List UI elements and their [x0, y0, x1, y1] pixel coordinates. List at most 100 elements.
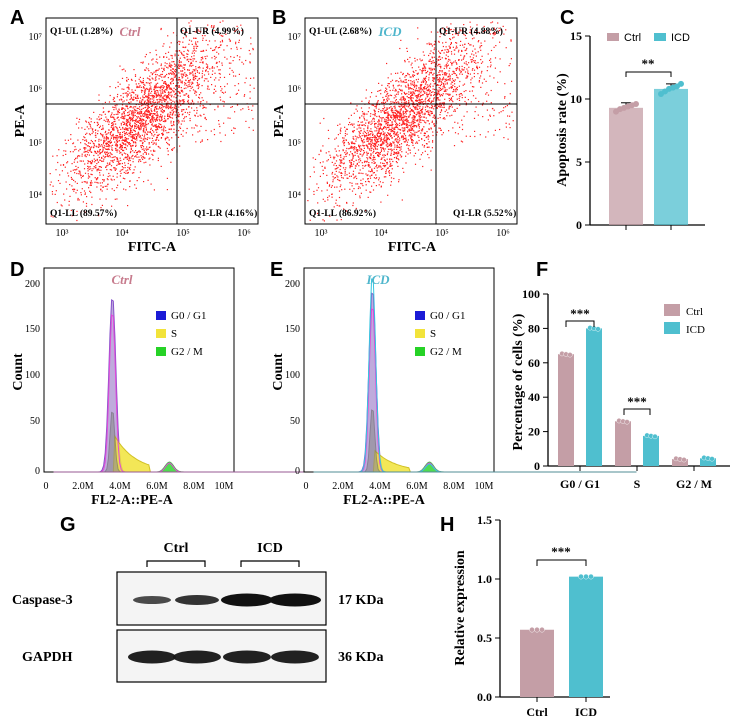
flow-a-ll: Q1-LL (89.57%)	[50, 208, 117, 219]
chart-f-cell-cycle: Percentage of cells (%) 0 20 40 60 80 100 G0 …	[511, 287, 730, 491]
panel-letter-c: C	[560, 7, 574, 29]
chart-c-legend-icd-swatch	[654, 33, 666, 41]
cc-e-title: ICD	[365, 272, 390, 287]
caspase3-band	[221, 593, 273, 607]
flow-a-title: Ctrl	[120, 24, 141, 39]
chart-c-ylabel: Apoptosis rate (%)	[555, 73, 570, 187]
fit-outline	[53, 314, 377, 473]
chart-h-ytick: 1.5	[477, 513, 492, 527]
chart-c-ytick: 15	[570, 29, 582, 43]
bar-ctrl	[520, 629, 554, 697]
flow-b-ytick: 10⁷	[288, 32, 302, 43]
chart-h-category: ICD	[575, 705, 597, 719]
bar-ctrl	[609, 107, 643, 225]
cc-e-legend-g0: G0 / G1	[430, 310, 465, 322]
flow-plot-b: ICD Q1-UL (2.68%) Q1-UR (4.88%) Q1-LL (8…	[272, 17, 518, 255]
cc-e-xtick: 4.0M	[369, 481, 391, 492]
chart-f-category: G2 / M	[676, 477, 712, 491]
blot-icd-label: ICD	[257, 541, 283, 556]
cc-d-xtick: 2.0M	[72, 481, 94, 492]
flow-a-xtick: 10⁶	[237, 228, 251, 239]
gapdh-band	[271, 650, 319, 664]
flow-a-xlabel: FITC-A	[128, 240, 177, 255]
cc-d-legend-g0: G0 / G1	[171, 310, 206, 322]
flow-b-ylabel: PE-A	[272, 104, 287, 138]
blot-row-gapdh: GAPDH	[22, 650, 73, 665]
chart-f-ytick: 80	[528, 321, 540, 335]
chart-h-category: Ctrl	[526, 705, 548, 719]
chart-h-relative-expression: Relative expression 0.0 0.5 1.0 1.5 Ctrl ICD…	[453, 513, 610, 719]
flow-b-xtick: 10⁵	[435, 228, 449, 239]
g0g1-peak	[53, 299, 377, 473]
chart-f-ytick: 60	[528, 356, 540, 370]
flow-b-xlabel: FITC-A	[388, 240, 437, 255]
cc-e-xtick: 6.0M	[406, 481, 428, 492]
flow-plot-a: Ctrl Q1-UL (1.28%) Q1-UR (4.99%) Q1-LL (…	[13, 17, 259, 255]
cc-e-ytick: 200	[285, 279, 300, 290]
cc-d-ylabel: Count	[11, 353, 26, 391]
chart-f-legend-icd: ICD	[686, 324, 705, 336]
cc-e-xtick: 0	[304, 481, 309, 492]
chart-c-apoptosis: Apoptosis rate (%) 0 5 10 15 Ctrl ICD **	[555, 29, 705, 232]
data-point	[534, 627, 540, 633]
chart-h-significance: ***	[551, 544, 571, 559]
flow-b-xtick: 10⁴	[374, 228, 388, 239]
chart-c-legend-ctrl: Ctrl	[624, 32, 641, 44]
panel-letter-a: A	[10, 7, 24, 29]
chart-c-legend-icd: ICD	[671, 32, 690, 44]
cc-e-legend-g2m: G2 / M	[430, 346, 462, 358]
chart-f-legend-ctrl: Ctrl	[686, 306, 703, 318]
caspase3-band	[269, 593, 321, 607]
chart-h-ylabel: Relative expression	[453, 550, 468, 665]
bar-icd	[586, 328, 602, 466]
flow-b-xtick: 10⁶	[496, 228, 510, 239]
chart-c-significance: **	[642, 56, 655, 71]
chart-h-ytick: 0.5	[477, 631, 492, 645]
flow-b-ytick: 10⁴	[288, 190, 302, 201]
debris	[313, 409, 637, 473]
chart-h-ytick: 0.0	[477, 690, 492, 704]
blot-ctrl-label: Ctrl	[164, 541, 189, 556]
cc-d-ytick: 50	[30, 416, 40, 427]
chart-h-ytick: 1.0	[477, 572, 492, 586]
panel-letter-h: H	[440, 514, 454, 536]
panel-letter-g: G	[60, 514, 76, 536]
cc-d-xlabel: FL2-A::PE-A	[91, 493, 174, 508]
western-blot: Ctrl ICD Caspase-3 GAPDH 17 KDa 36 KDa	[12, 541, 384, 683]
chart-f-ytick: 40	[528, 390, 540, 404]
bar-icd	[654, 88, 688, 225]
data-point	[583, 573, 589, 580]
cc-e-ylabel: Count	[271, 353, 286, 391]
chart-f-ytick: 100	[522, 287, 540, 301]
cc-d-title: Ctrl	[112, 272, 133, 287]
flow-b-xtick: 10³	[315, 228, 328, 239]
cc-e-ytick: 100	[285, 370, 300, 381]
chart-f-significance-g0: ***	[570, 306, 590, 321]
caspase3-band	[133, 596, 171, 604]
cc-e-xtick: 10M	[475, 481, 494, 492]
s-phase	[53, 434, 377, 473]
cc-e-xtick: 2.0M	[332, 481, 354, 492]
cc-e-ytick: 150	[285, 324, 300, 335]
chart-f-category: S	[634, 477, 641, 491]
flow-a-ytick: 10⁷	[29, 32, 43, 43]
chart-f-significance-s: ***	[627, 394, 647, 409]
data-point	[709, 456, 715, 462]
flow-a-ul: Q1-UL (1.28%)	[50, 26, 113, 37]
flow-b-title: ICD	[377, 24, 402, 39]
flow-a-ytick: 10⁶	[29, 84, 43, 95]
blot-row-caspase3: Caspase-3	[12, 593, 73, 608]
flow-a-xtick: 10⁵	[176, 228, 190, 239]
chart-c-legend-ctrl-swatch	[607, 33, 619, 41]
scatter-dots	[49, 20, 255, 222]
data-point	[678, 80, 684, 87]
bar-icd	[569, 576, 603, 697]
flow-b-ytick: 10⁵	[288, 138, 302, 149]
cc-d-ytick: 100	[25, 370, 40, 381]
cc-e-ytick: 50	[290, 416, 300, 427]
flow-a-xtick: 10⁴	[115, 228, 129, 239]
bar-ctrl	[558, 354, 574, 466]
cc-e-ytick: 0	[295, 466, 300, 477]
flow-b-lr: Q1-LR (5.52%)	[453, 208, 516, 219]
